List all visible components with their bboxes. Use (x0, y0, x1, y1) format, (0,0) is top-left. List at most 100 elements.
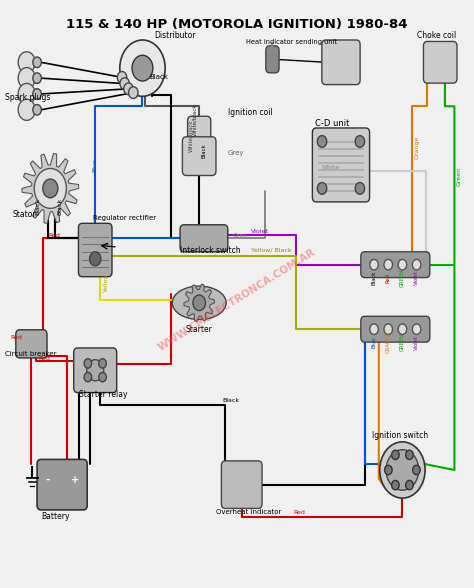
Circle shape (120, 78, 129, 89)
Text: Distributor: Distributor (155, 31, 196, 41)
Circle shape (84, 359, 91, 368)
Text: Black: Black (36, 198, 41, 215)
Circle shape (99, 372, 106, 382)
Text: Grey: Grey (228, 150, 244, 156)
Text: Starter relay: Starter relay (79, 390, 127, 399)
Text: Starter: Starter (186, 325, 213, 334)
Circle shape (193, 295, 205, 310)
Text: Red: Red (386, 273, 391, 283)
FancyBboxPatch shape (361, 252, 430, 278)
Text: Stator: Stator (12, 211, 36, 219)
FancyBboxPatch shape (16, 330, 47, 358)
Circle shape (318, 136, 327, 148)
Text: Heat indicator sending unit: Heat indicator sending unit (246, 39, 337, 45)
Text: White/black: White/black (189, 119, 193, 152)
Circle shape (412, 324, 421, 335)
Text: Black: Black (372, 270, 376, 285)
Circle shape (386, 450, 419, 490)
Text: -: - (46, 475, 50, 485)
Circle shape (384, 465, 392, 475)
Text: GREEN: GREEN (400, 333, 405, 351)
Text: Black: Black (57, 198, 63, 215)
Circle shape (392, 480, 399, 490)
Text: White: White (322, 165, 340, 171)
Circle shape (18, 68, 35, 89)
Circle shape (355, 182, 365, 194)
FancyBboxPatch shape (37, 459, 87, 510)
FancyBboxPatch shape (322, 40, 360, 85)
Text: White/black: White/black (192, 103, 197, 135)
Text: Green: Green (457, 167, 462, 186)
Text: 115 & 140 HP (MOTOROLA IGNITION) 1980-84: 115 & 140 HP (MOTOROLA IGNITION) 1980-84 (66, 18, 408, 31)
Circle shape (406, 480, 413, 490)
Circle shape (18, 83, 35, 105)
Circle shape (43, 179, 58, 198)
Circle shape (412, 259, 421, 270)
Circle shape (124, 83, 133, 95)
Circle shape (406, 450, 413, 460)
Text: Black: Black (150, 74, 169, 80)
FancyBboxPatch shape (188, 116, 211, 149)
Text: Yellow/ Black: Yellow/ Black (251, 248, 292, 252)
FancyBboxPatch shape (221, 461, 262, 509)
Text: Grey: Grey (232, 233, 247, 238)
Text: Black: Black (223, 398, 240, 403)
Circle shape (413, 465, 420, 475)
Text: Ignition coil: Ignition coil (228, 108, 272, 116)
Text: Black: Black (201, 143, 207, 158)
FancyBboxPatch shape (182, 137, 216, 175)
Circle shape (398, 259, 407, 270)
Polygon shape (22, 153, 79, 223)
Text: Violet: Violet (251, 229, 269, 234)
FancyBboxPatch shape (361, 316, 430, 342)
Text: Violet: Violet (414, 270, 419, 285)
Text: Orange: Orange (414, 136, 419, 159)
Text: Choke coil: Choke coil (417, 31, 456, 41)
Circle shape (370, 324, 378, 335)
Text: Circuit breaker: Circuit breaker (5, 352, 57, 358)
Text: C-D unit: C-D unit (315, 119, 349, 128)
Circle shape (398, 324, 407, 335)
FancyBboxPatch shape (74, 348, 117, 393)
Text: WWW.CMELECTRONCA.COM.AR: WWW.CMELECTRONCA.COM.AR (156, 247, 318, 353)
Circle shape (99, 359, 106, 368)
Circle shape (33, 105, 41, 115)
Text: Red: Red (294, 510, 306, 514)
Circle shape (132, 55, 153, 81)
Circle shape (118, 72, 127, 83)
Circle shape (34, 169, 66, 208)
Text: Regulator rectifier: Regulator rectifier (93, 215, 156, 220)
Text: Blue: Blue (372, 336, 376, 348)
FancyBboxPatch shape (423, 42, 457, 83)
Polygon shape (184, 284, 214, 322)
Circle shape (384, 259, 392, 270)
Circle shape (33, 57, 41, 68)
FancyBboxPatch shape (180, 225, 228, 252)
Circle shape (355, 136, 365, 148)
Circle shape (318, 182, 327, 194)
Circle shape (18, 99, 35, 121)
Text: Overheat indicator: Overheat indicator (216, 509, 281, 515)
Ellipse shape (172, 286, 226, 319)
Text: Yellow: Yellow (104, 273, 109, 292)
Circle shape (87, 360, 104, 381)
Text: ORANGE: ORANGE (386, 331, 391, 353)
Text: Battery: Battery (41, 512, 69, 522)
Text: Violet: Violet (414, 335, 419, 350)
Text: Spark plugs: Spark plugs (5, 93, 51, 102)
FancyBboxPatch shape (312, 128, 370, 202)
Circle shape (392, 450, 399, 460)
Circle shape (18, 52, 35, 73)
Text: Ignition switch: Ignition switch (372, 432, 428, 440)
Text: Blue: Blue (92, 158, 98, 172)
Circle shape (370, 259, 378, 270)
Circle shape (128, 87, 138, 98)
FancyBboxPatch shape (78, 223, 112, 277)
Circle shape (33, 89, 41, 99)
Text: Red: Red (38, 356, 50, 361)
Circle shape (33, 73, 41, 83)
Text: Red: Red (10, 336, 22, 340)
Text: GREEN: GREEN (400, 269, 405, 286)
Text: Interlock switch: Interlock switch (180, 246, 241, 255)
Circle shape (384, 324, 392, 335)
